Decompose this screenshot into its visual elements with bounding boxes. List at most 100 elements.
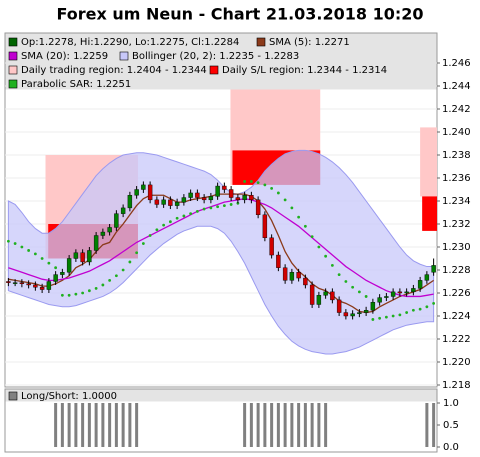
candle-body [12, 282, 18, 284]
legend-label: SMA (20): 1.2259 [21, 51, 108, 62]
legend-swatch [8, 37, 18, 47]
bar [60, 403, 64, 447]
candle-body [269, 237, 274, 256]
y-tick-label: 1.244 [442, 81, 471, 92]
bar [256, 403, 260, 447]
y-tick-label: 1.236 [442, 173, 471, 184]
bar [270, 403, 274, 447]
sar-dot [20, 245, 24, 249]
sar-dot [27, 249, 31, 252]
bar [114, 403, 118, 447]
legend-swatch [8, 79, 18, 89]
sar-dot [195, 209, 199, 213]
sar-dot [310, 235, 314, 239]
y-tick-label: 1.220 [442, 357, 471, 368]
sar-dot [209, 206, 213, 210]
lower-plot: 1.0 0.5 0.0 Long/Short: 1.0000 [5, 389, 459, 453]
y-tick-label: 1.228 [442, 265, 471, 276]
sar-dot [141, 242, 145, 245]
sar-dot [263, 183, 267, 187]
chart-title: Forex um Neun - Chart 21.03.2018 10:20 [56, 5, 423, 24]
candle-body [255, 199, 261, 216]
bar [128, 403, 132, 447]
candle-body [222, 185, 227, 190]
bollinger-band [7, 149, 435, 355]
candle-body [39, 287, 45, 290]
bar [121, 403, 125, 447]
candle-body [80, 252, 85, 263]
sar-dot [297, 215, 301, 219]
legend-swatch [8, 51, 18, 61]
sar-dot [432, 301, 436, 305]
bar [310, 403, 314, 447]
candle-body [235, 197, 241, 201]
bar [101, 403, 105, 447]
sar-dot [344, 280, 348, 283]
sar-dot [40, 257, 44, 260]
legend: Op:1.2278, Hi:1.2290, Lo:1.2275, Cl:1.22… [5, 33, 437, 90]
candle-body [242, 195, 247, 201]
candle-body [26, 283, 31, 286]
sar-dot [128, 260, 132, 264]
bar [297, 403, 301, 447]
sar-dot [364, 295, 368, 298]
candle-body [201, 197, 207, 201]
region [422, 196, 437, 231]
y-tick-label: 0.0 [443, 442, 459, 453]
sar-dot [337, 273, 341, 276]
candle-body [161, 199, 166, 205]
sar-dot [135, 251, 139, 255]
sar-dot [324, 254, 328, 258]
bar [249, 403, 253, 447]
y-tick-label: 1.246 [442, 58, 471, 69]
candle-body [33, 284, 38, 288]
bar [135, 403, 139, 447]
candle-body [330, 291, 335, 301]
legend-label: Bollinger (20, 2): 1.2235 - 1.2283 [132, 51, 299, 62]
y-tick-label: 1.230 [442, 242, 471, 253]
candle-body [6, 281, 11, 283]
bar [303, 403, 307, 447]
legend-background [5, 389, 437, 402]
sar-dot [303, 224, 307, 228]
sar-dot [418, 307, 422, 311]
legend-background [5, 33, 437, 90]
bar [94, 403, 98, 447]
candle-body [249, 195, 254, 201]
bar [317, 403, 321, 447]
sar-dot [101, 283, 105, 287]
sar-dot [378, 316, 382, 320]
y-axis: 1.218 1.220 1.222 1.224 1.226 1.228 1.230 1.232… [437, 58, 471, 391]
candle-body [154, 199, 160, 205]
sar-dot [270, 186, 274, 190]
legend-label: SMA (5): 1.2271 [269, 37, 350, 48]
sar-dot [357, 290, 361, 294]
bar [432, 403, 436, 447]
candle-body [431, 265, 436, 273]
sar-dot [229, 203, 233, 206]
y-tick-label: 1.218 [442, 380, 471, 391]
sar-dot [114, 274, 118, 278]
sar-dot [391, 314, 395, 318]
sar-dot [162, 223, 166, 227]
legend-swatch [256, 37, 266, 47]
candle-body [323, 291, 328, 296]
sar-dot [13, 242, 17, 245]
candle-body [134, 189, 139, 196]
candle-body [53, 274, 58, 282]
legend-label: Daily S/L region: 1.2344 - 1.2314 [222, 65, 387, 76]
y-tick-label: 1.0 [443, 398, 459, 409]
candle-body [168, 199, 173, 206]
candle-body [343, 312, 349, 317]
candle-body [390, 291, 396, 297]
sar-dot [182, 214, 186, 218]
candle-body [397, 291, 403, 294]
sar-dot [87, 289, 91, 293]
candle-body [276, 254, 281, 268]
legend-label: Long/Short: 1.0000 [21, 391, 117, 402]
sar-dot [6, 239, 10, 243]
candle-body [114, 213, 119, 228]
legend-label: Daily trading region: 1.2404 - 1.2344 [21, 65, 207, 76]
sar-dot [108, 278, 112, 282]
